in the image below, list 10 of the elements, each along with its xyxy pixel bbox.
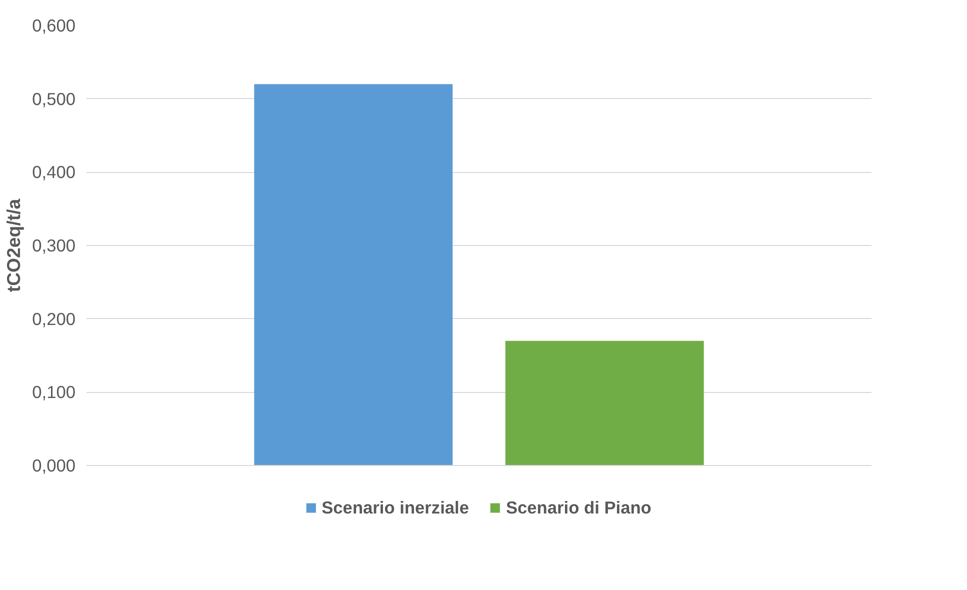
y-tick-label: 0,300 [32,236,76,256]
y-tick-label: 0,600 [32,16,76,36]
legend-label: Scenario di Piano [506,497,652,518]
legend-label: Scenario inerziale [322,497,469,518]
y-tick-label: 0,400 [32,162,76,182]
y-tick-label: 0,500 [32,88,76,109]
y-tick-label: 0,200 [32,308,76,329]
y-axis-title: tCO2eq/t/a [3,198,24,292]
y-tick-label: 0,100 [32,382,76,402]
y-tick-label: 0,000 [32,456,76,476]
